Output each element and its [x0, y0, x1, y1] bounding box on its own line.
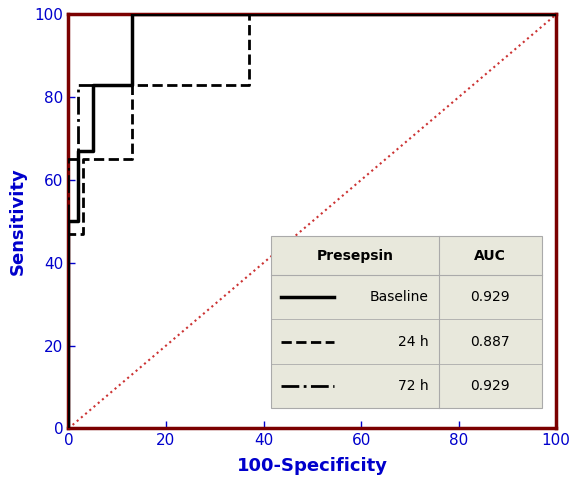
Text: Baseline: Baseline: [370, 290, 429, 304]
Text: Presepsin: Presepsin: [316, 249, 393, 263]
X-axis label: 100-Specificity: 100-Specificity: [237, 456, 388, 475]
Text: 72 h: 72 h: [398, 379, 429, 393]
Text: 0.929: 0.929: [470, 379, 510, 393]
Text: 0.887: 0.887: [470, 335, 510, 349]
Y-axis label: Sensitivity: Sensitivity: [8, 168, 26, 275]
FancyBboxPatch shape: [271, 236, 541, 408]
Text: AUC: AUC: [474, 249, 506, 263]
Text: 24 h: 24 h: [398, 335, 429, 349]
Text: 0.929: 0.929: [470, 290, 510, 304]
